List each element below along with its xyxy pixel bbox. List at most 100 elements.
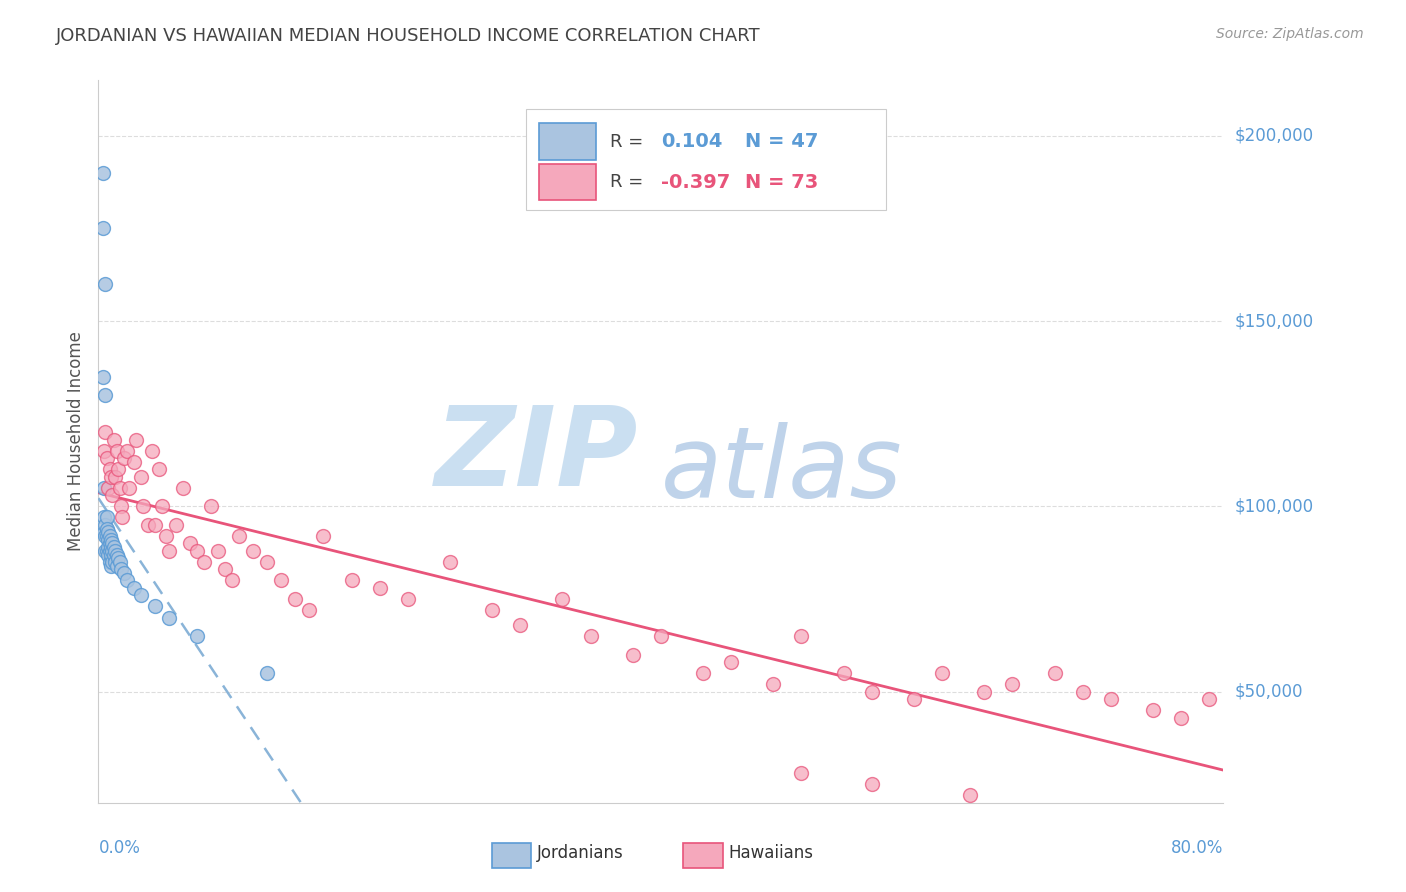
Point (157, 610, 180, 624)
Point (108, 555, 131, 569)
Text: atlas: atlas (661, 422, 903, 519)
Point (186, 629, 208, 643)
Point (143, 517, 166, 532)
Text: Hawaiians: Hawaiians (728, 845, 813, 863)
Text: $100,000: $100,000 (1234, 498, 1313, 516)
Point (790, 629, 813, 643)
Point (200, 500, 222, 514)
Point (165, 517, 187, 532)
Point (101, 544, 124, 558)
Text: $150,000: $150,000 (1234, 312, 1313, 330)
Point (132, 500, 155, 514)
Point (104, 544, 127, 558)
Text: 80.0%: 80.0% (1171, 838, 1223, 857)
Point (1001, 677, 1024, 691)
Point (193, 555, 215, 569)
Point (94, 517, 117, 532)
Point (101, 536, 124, 550)
Point (155, 529, 177, 543)
Point (97, 540, 120, 554)
Text: $200,000: $200,000 (1234, 127, 1313, 145)
Point (284, 592, 307, 607)
Point (105, 558, 128, 573)
Point (101, 555, 124, 569)
Text: R =: R = (610, 133, 650, 151)
Text: $50,000: $50,000 (1234, 682, 1303, 700)
Point (1043, 666, 1066, 681)
Point (115, 574, 138, 588)
Point (105, 443, 128, 458)
Point (959, 789, 981, 803)
Point (110, 562, 132, 576)
FancyBboxPatch shape (526, 109, 886, 211)
Point (110, 500, 132, 514)
Point (97, 525, 120, 540)
Point (903, 692, 925, 706)
Point (93, 510, 115, 524)
Point (186, 544, 208, 558)
Point (1142, 703, 1164, 717)
Point (96, 510, 118, 524)
Point (122, 581, 145, 595)
Point (96, 529, 118, 543)
Point (481, 603, 503, 617)
Point (98, 462, 121, 476)
Point (242, 544, 264, 558)
Point (157, 544, 180, 558)
Point (141, 443, 163, 458)
Text: Jordanians: Jordanians (537, 845, 624, 863)
Point (100, 533, 122, 547)
Point (125, 433, 148, 447)
Point (973, 684, 995, 698)
Point (103, 540, 125, 554)
Point (148, 462, 170, 476)
Point (621, 648, 644, 662)
Point (97, 533, 120, 547)
Text: N = 47: N = 47 (745, 132, 818, 151)
Point (93, 481, 115, 495)
Point (143, 599, 166, 614)
Point (103, 433, 125, 447)
Point (122, 455, 145, 469)
Point (129, 469, 152, 483)
Point (107, 462, 129, 476)
Point (96, 522, 118, 536)
Point (94, 388, 117, 402)
Point (100, 558, 122, 573)
Text: N = 73: N = 73 (745, 172, 818, 192)
Point (551, 592, 574, 607)
Point (100, 548, 122, 562)
Point (396, 592, 419, 607)
Point (1170, 710, 1192, 724)
Point (228, 529, 250, 543)
Text: ZIP: ZIP (434, 402, 638, 509)
Point (931, 666, 953, 681)
Point (93, 443, 115, 458)
Point (100, 540, 122, 554)
Point (108, 481, 131, 495)
Point (100, 469, 122, 483)
Point (1198, 692, 1220, 706)
Y-axis label: Median Household Income: Median Household Income (66, 332, 84, 551)
Point (98, 555, 121, 569)
Point (692, 666, 714, 681)
Text: 0.0%: 0.0% (98, 838, 141, 857)
Point (98, 529, 121, 543)
Point (111, 510, 134, 524)
Point (104, 469, 127, 483)
Point (312, 529, 335, 543)
Point (94, 277, 117, 291)
FancyBboxPatch shape (540, 123, 596, 160)
FancyBboxPatch shape (540, 164, 596, 200)
Point (98, 536, 121, 550)
Point (762, 677, 785, 691)
Point (221, 574, 243, 588)
Point (214, 562, 236, 576)
Text: Source: ZipAtlas.com: Source: ZipAtlas.com (1216, 27, 1364, 41)
Point (256, 555, 278, 569)
Point (720, 655, 742, 669)
Point (340, 574, 363, 588)
Point (579, 629, 602, 643)
Point (91, 221, 114, 235)
Point (832, 666, 855, 681)
